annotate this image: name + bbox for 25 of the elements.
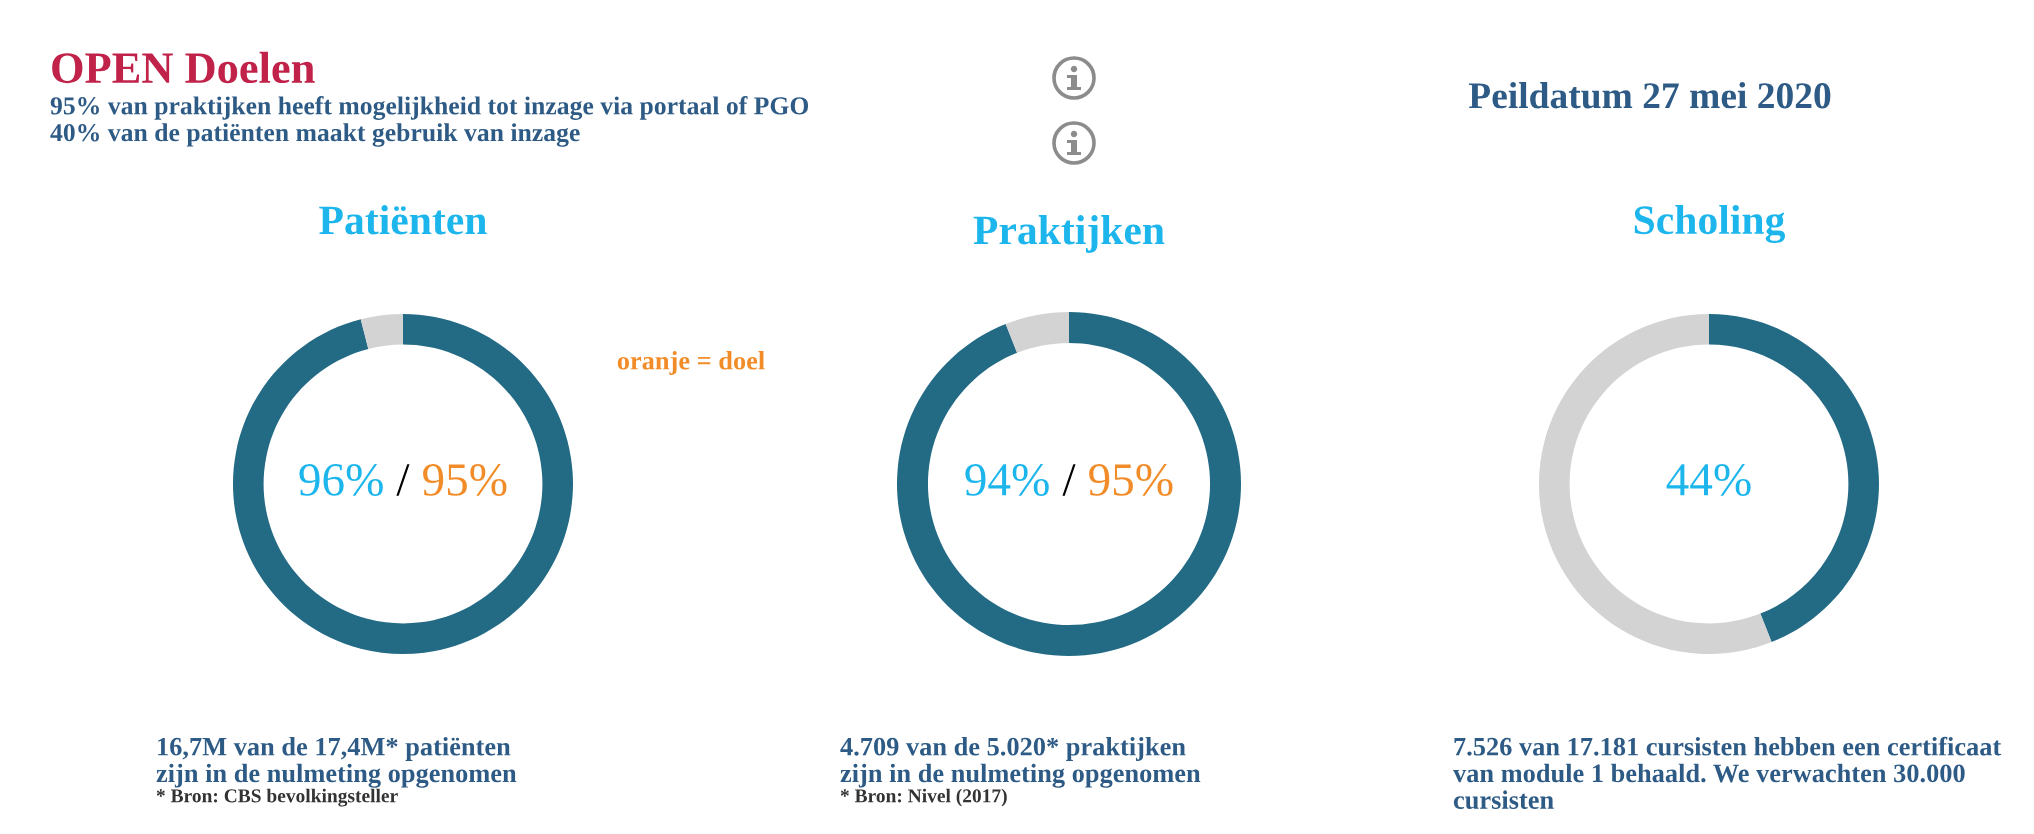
chart-title: Patiënten (319, 205, 487, 235)
text: Peildatum 27 mei 2020 (1468, 82, 1831, 109)
data-label: 94% (965, 463, 1049, 496)
text: * Bron: Nivel (2017) (840, 788, 1007, 807)
text: 95% van praktijken heeft mogelijkheid tot inzage via portaal of PGO (50, 96, 809, 120)
donut-slice (1005, 312, 1069, 353)
data-label: 44% (1666, 463, 1751, 496)
chart-title: Scholing (1634, 204, 1786, 244)
text: 95% (1089, 463, 1173, 496)
text: OPEN Doelen (52, 51, 315, 84)
data-label: 96% (299, 463, 383, 496)
text: 40% van de patiënten maakt gebruik van inzage (50, 123, 580, 147)
donut-slice (897, 312, 1241, 656)
text: 16,7M van de 17,4M* patiënten zijn in de nulmeting opgenomen (156, 737, 517, 788)
text: oranje = doel (617, 351, 765, 375)
text: 4.709 van de 5.020* praktijken zijn in de nulmeting opgenomen (840, 737, 1201, 788)
text: 7.526 van 17.181 cursisten hebben een certificaat van module 1 behaald. We verwachten 30.000 cursisten (1453, 736, 2002, 809)
donut-slice (360, 314, 403, 349)
text: / (1062, 464, 1076, 496)
text: * Bron: CBS bevolkingsteller (156, 788, 398, 807)
donut-slice (233, 314, 573, 654)
text: / (396, 464, 410, 496)
donut-slice (1539, 314, 1772, 654)
chart-title: Praktijken (973, 215, 1165, 253)
text: 95% (423, 463, 507, 496)
